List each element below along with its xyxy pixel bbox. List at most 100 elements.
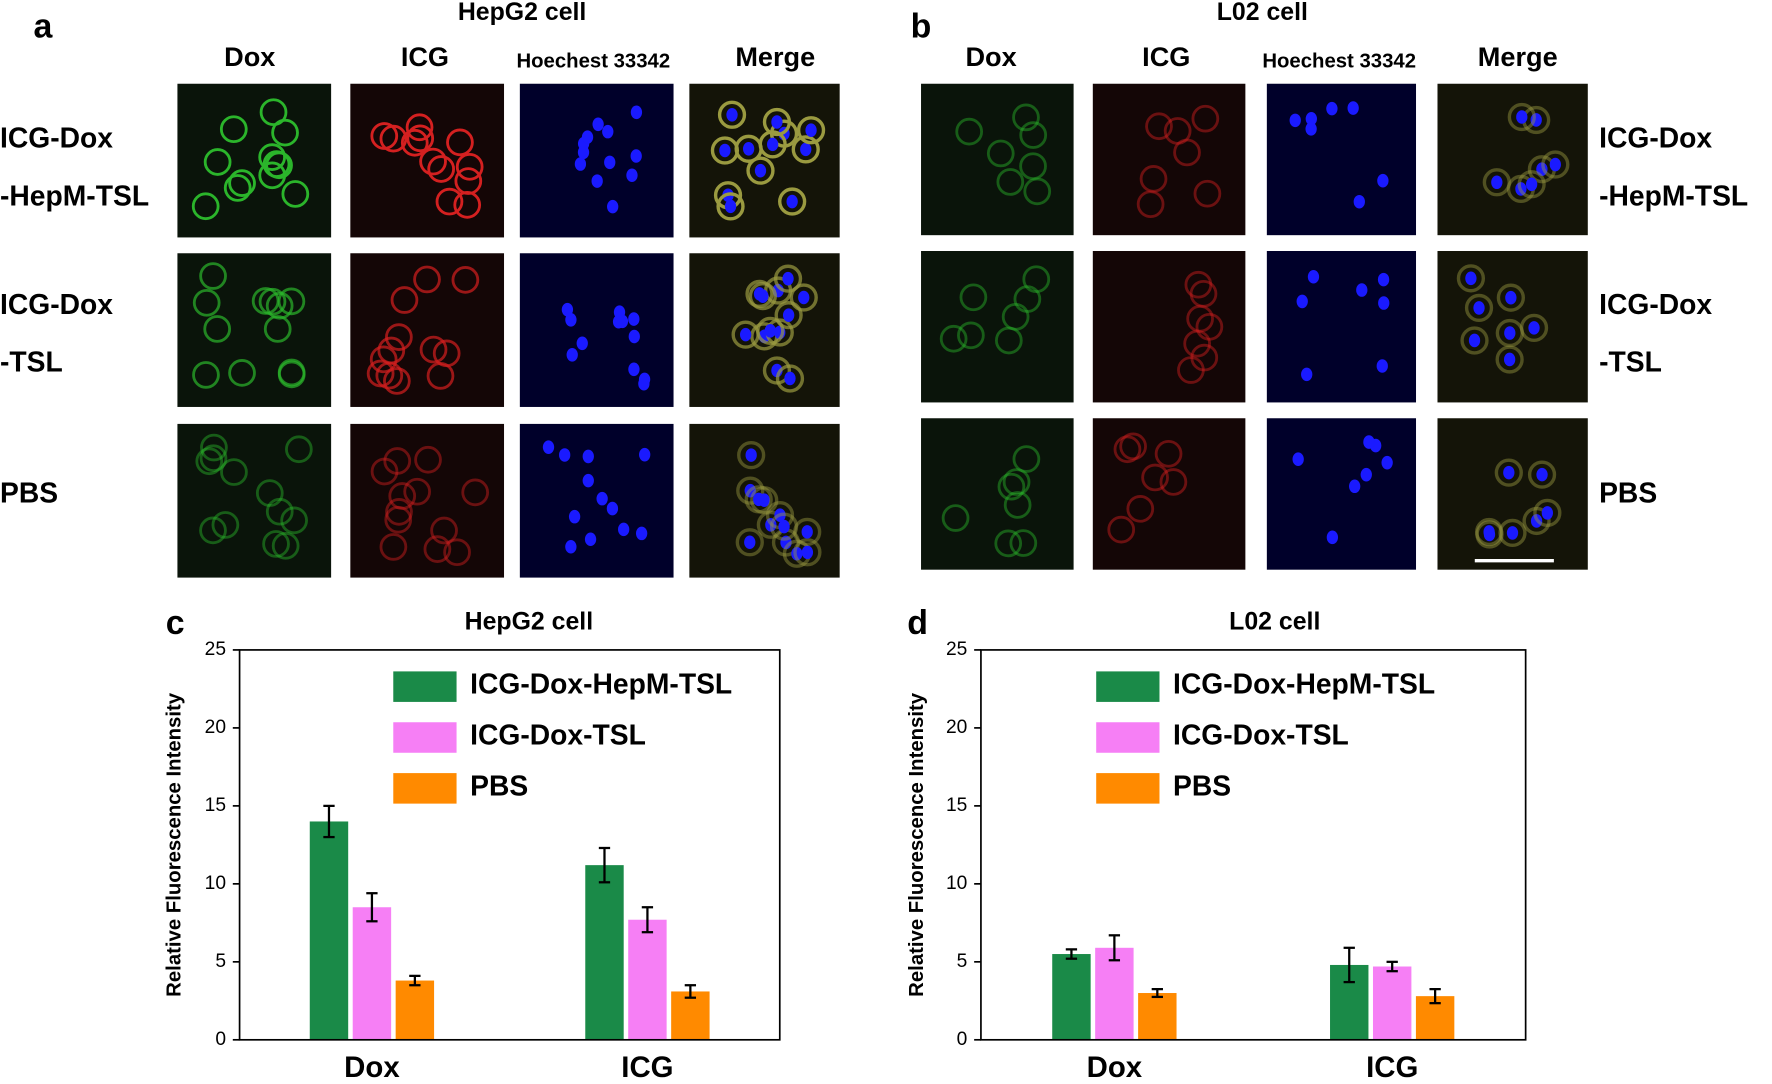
nucleus (1363, 435, 1375, 449)
column-header: Dox (224, 41, 275, 72)
nucleus (638, 376, 650, 391)
cell (941, 504, 970, 532)
nucleus (798, 290, 810, 305)
nucleus (1483, 527, 1496, 542)
bar (1095, 947, 1134, 1040)
cell-outline (796, 116, 826, 145)
cell (258, 287, 287, 316)
x-tick-label: ICG (1366, 1051, 1418, 1084)
nucleus (1305, 111, 1317, 126)
nucleus (606, 501, 619, 516)
nucleus (1504, 326, 1516, 340)
cell (427, 155, 455, 183)
cell-outline (1495, 345, 1524, 374)
cell (265, 291, 294, 320)
nucleus (581, 130, 594, 144)
nucleus (1347, 101, 1359, 115)
bar (1138, 993, 1177, 1040)
nucleus (577, 145, 590, 160)
legend-label: ICG-Dox-TSL (470, 718, 646, 750)
nucleus (1376, 359, 1388, 373)
nucleus (739, 327, 752, 342)
nucleus (754, 163, 767, 178)
cell (446, 128, 474, 157)
cell (1163, 117, 1192, 145)
y-tick-label: 10 (946, 873, 967, 894)
bar (1052, 954, 1091, 1040)
cell (271, 531, 300, 560)
nucleus (801, 525, 813, 539)
micrograph (1437, 250, 1588, 403)
x-tick-label: ICG (621, 1051, 673, 1084)
row-label: ICG-Dox (0, 122, 113, 154)
nucleus (1536, 467, 1548, 482)
cell (1195, 312, 1224, 341)
nucleus (1353, 194, 1365, 209)
cell (1012, 445, 1041, 473)
cell-outline (731, 320, 760, 349)
cell-outline (1494, 458, 1523, 487)
y-tick-label: 15 (205, 795, 226, 816)
nucleus (1326, 530, 1339, 545)
panel-title: L02 cell (1217, 0, 1308, 26)
bar (309, 821, 349, 1040)
nucleus (719, 143, 731, 158)
nucleus (1503, 465, 1515, 480)
cell (1136, 190, 1165, 219)
cell-outline (774, 301, 803, 330)
cell (1173, 138, 1201, 167)
cell (388, 482, 417, 510)
nucleus (753, 492, 765, 507)
nucleus (767, 137, 779, 152)
error-bar (1429, 987, 1441, 1005)
nucleus (626, 168, 638, 183)
cell (1191, 104, 1220, 133)
nucleus (559, 448, 571, 462)
cell (1119, 432, 1147, 461)
nucleus (1305, 122, 1317, 136)
nucleus (607, 199, 619, 214)
cell (1190, 343, 1219, 372)
plot-frame (980, 649, 1527, 1041)
cell (1019, 121, 1048, 149)
cell-outline (1474, 517, 1504, 547)
row-label: -HepM-TSL (0, 179, 149, 211)
cell (277, 287, 306, 316)
column-header: Merge (1478, 41, 1558, 72)
bar (352, 907, 392, 1040)
legend-label: PBS (1173, 769, 1231, 801)
cell-outline (789, 283, 818, 312)
nucleus (745, 448, 757, 462)
nucleus (744, 535, 756, 550)
micrograph (921, 250, 1074, 403)
cell (413, 265, 441, 294)
cell (939, 324, 968, 353)
legend-label: ICG-Dox-TSL (1173, 718, 1349, 750)
nucleus (591, 174, 603, 188)
x-tick-label: Dox (344, 1051, 400, 1084)
error-bar (598, 846, 611, 884)
legend-swatch (393, 722, 457, 753)
nucleus (1377, 173, 1389, 188)
cell (219, 115, 248, 144)
nucleus (805, 123, 817, 137)
error-bar (641, 906, 654, 934)
row-label: ICG-Dox (1599, 288, 1712, 320)
legend-label: ICG-Dox-HepM-TSL (1173, 668, 1435, 700)
legend-label: PBS (470, 769, 528, 801)
legend-swatch (1096, 722, 1160, 753)
bar (628, 919, 667, 1040)
cell (370, 457, 399, 486)
y-axis-label: Relative Fluorescence Intensity (164, 692, 186, 997)
cell (1193, 179, 1222, 208)
row-label: ICG-Dox (0, 288, 113, 320)
cell (220, 458, 248, 486)
cell (451, 266, 480, 294)
row-label: PBS (1599, 477, 1657, 509)
cell (955, 117, 984, 146)
nucleus (1381, 455, 1393, 470)
cell (419, 335, 448, 364)
cell (1183, 329, 1211, 358)
cell-outline (748, 282, 777, 311)
